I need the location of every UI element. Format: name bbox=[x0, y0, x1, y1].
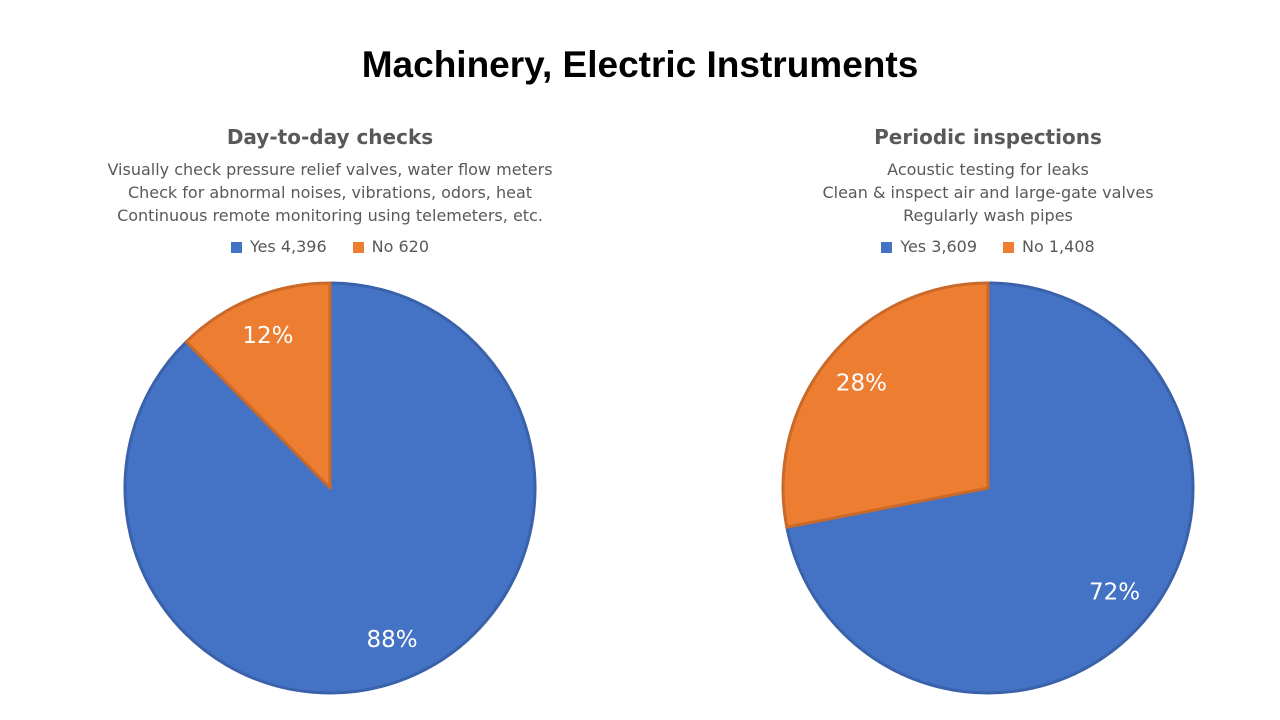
data-label-yes: 88% bbox=[367, 627, 418, 653]
pie-slice-no bbox=[184, 281, 332, 490]
chart-title: Periodic inspections bbox=[874, 125, 1102, 149]
subtitle-line: Continuous remote monitoring using telem… bbox=[117, 206, 543, 225]
chart-legend: Yes 3,609 No 1,408 bbox=[708, 236, 1268, 258]
legend-item-no: No 1,408 bbox=[1003, 236, 1095, 258]
chart-legend: Yes 4,396 No 620 bbox=[50, 236, 610, 258]
pie-plot-area: 72% 28% bbox=[781, 281, 1195, 695]
chart-subtitle: Visually check pressure relief valves, w… bbox=[50, 158, 610, 227]
legend-item-yes: Yes 4,396 bbox=[230, 236, 327, 258]
legend-label-no: No 620 bbox=[371, 237, 430, 256]
pie-chart-periodic: Periodic inspections Acoustic testing fo… bbox=[708, 118, 1268, 718]
pie-slice-yes bbox=[785, 281, 1195, 695]
legend-label-no: No 1,408 bbox=[1022, 237, 1095, 256]
data-label-yes: 72% bbox=[1089, 579, 1140, 605]
pie-chart-day-to-day: Day-to-day checks Visually check pressur… bbox=[50, 118, 610, 718]
page-title: Machinery, Electric Instruments bbox=[361, 44, 919, 85]
legend-swatch-yes bbox=[230, 241, 242, 253]
legend-item-no: No 620 bbox=[352, 236, 430, 258]
subtitle-line: Clean & inspect air and large-gate valve… bbox=[822, 183, 1154, 202]
pie-plot-area: 88% 12% bbox=[123, 281, 537, 695]
pie-slice-no bbox=[781, 281, 990, 529]
legend-label-yes: Yes 4,396 bbox=[249, 237, 327, 256]
legend-item-yes: Yes 3,609 bbox=[881, 236, 977, 258]
subtitle-line: Acoustic testing for leaks bbox=[887, 160, 1089, 179]
legend-label-yes: Yes 3,609 bbox=[900, 237, 978, 256]
legend-swatch-yes bbox=[881, 241, 893, 253]
subtitle-line: Visually check pressure relief valves, w… bbox=[107, 160, 553, 179]
chart-title: Day-to-day checks bbox=[226, 125, 434, 149]
data-label-no: 28% bbox=[836, 371, 887, 397]
legend-swatch-no bbox=[352, 241, 364, 253]
subtitle-line: Check for abnormal noises, vibrations, o… bbox=[127, 183, 533, 202]
data-label-no: 12% bbox=[242, 323, 293, 349]
legend-swatch-no bbox=[1003, 241, 1015, 253]
chart-subtitle: Acoustic testing for leaks Clean & inspe… bbox=[708, 158, 1268, 227]
subtitle-line: Regularly wash pipes bbox=[903, 206, 1073, 225]
